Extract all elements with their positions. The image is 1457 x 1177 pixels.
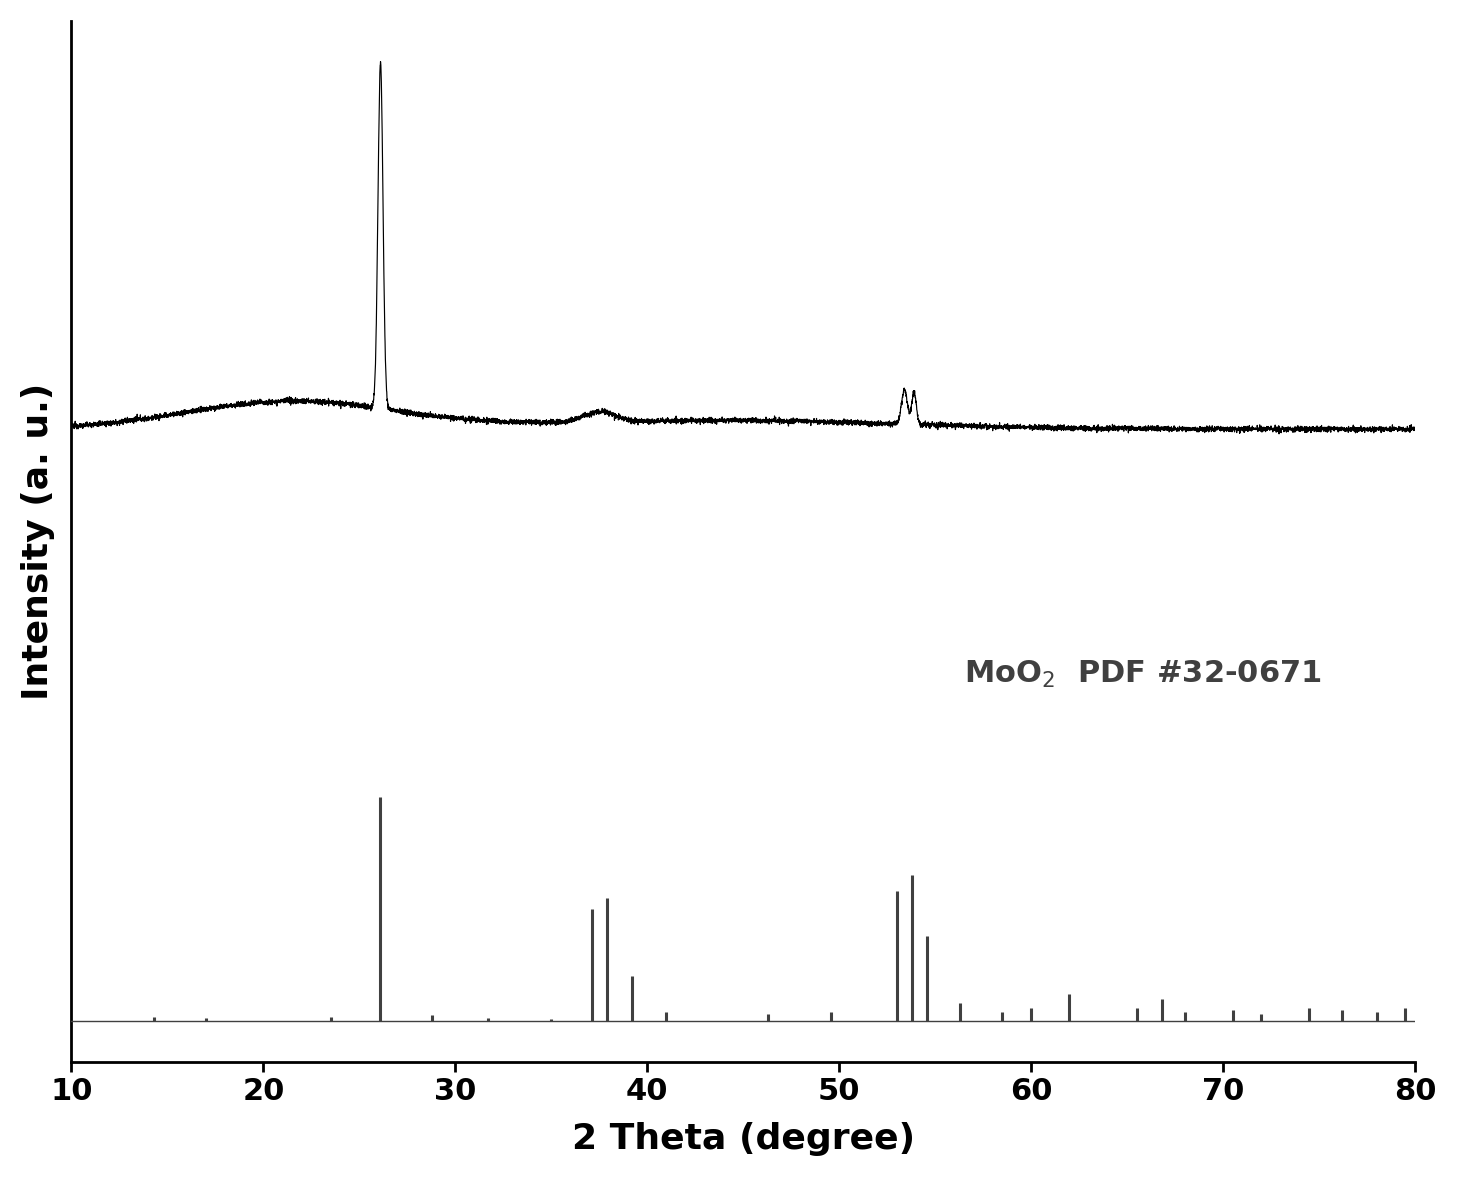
- Text: MoO$_2$  PDF #32-0671: MoO$_2$ PDF #32-0671: [965, 658, 1321, 690]
- Y-axis label: Intensity (a. u.): Intensity (a. u.): [20, 383, 55, 700]
- X-axis label: 2 Theta (degree): 2 Theta (degree): [571, 1122, 915, 1156]
